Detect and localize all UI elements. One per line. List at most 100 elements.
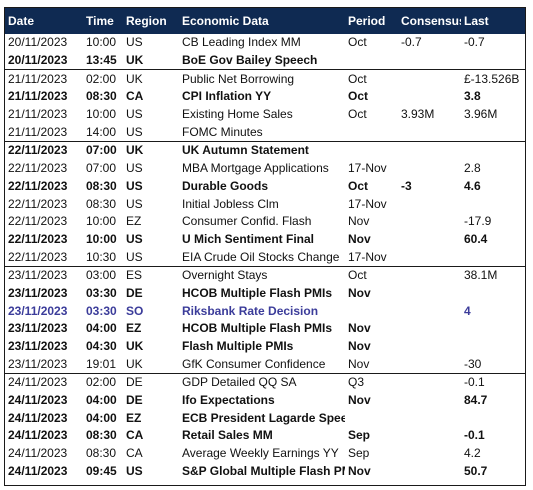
cell-time: 03:00 xyxy=(83,265,123,285)
table-row: 23/11/2023 19:01 UK GfK Consumer Confidence… xyxy=(5,355,525,373)
cell-last xyxy=(461,195,525,213)
cell-economic-data: GfK Consumer Confidence xyxy=(182,356,326,371)
table-row: 21/11/2023 08:30 CA CPI Inflation YY Oct 3.8 xyxy=(5,88,525,106)
cell-consensus xyxy=(398,427,461,445)
cell-time: 09:45 xyxy=(86,463,117,478)
cell-period: Oct xyxy=(348,35,367,50)
table-row: 24/11/2023 04:00 DE Ifo Expectations Nov 84.7 xyxy=(5,392,525,410)
cell-last: 38.1M xyxy=(461,265,525,285)
cell-date: 22/11/2023 xyxy=(8,249,68,264)
cell-region: UK xyxy=(123,141,179,160)
cell-region: DE xyxy=(126,285,143,300)
cell-period xyxy=(345,123,398,141)
table-row: 22/11/2023 08:30 US Durable Goods Oct -3 4.6 xyxy=(5,178,525,196)
cell-consensus xyxy=(398,69,461,89)
cell-region: US xyxy=(126,124,143,139)
table-row: 23/11/2023 04:00 EZ HCOB Multiple Flash PMI… xyxy=(5,320,525,338)
cell-last xyxy=(461,52,525,70)
cell-time: 02:00 xyxy=(83,69,123,89)
column-header-date: Date xyxy=(5,8,83,34)
cell-region: EZ xyxy=(126,214,142,229)
table-row: 20/11/2023 13:45 UK BoE Gov Bailey Speech xyxy=(5,52,525,70)
cell-time: 14:00 xyxy=(86,124,117,139)
cell-last: 2.8 xyxy=(464,161,481,176)
column-header-last: Last xyxy=(461,8,525,34)
cell-time: 02:00 xyxy=(83,373,123,392)
cell-date: 22/11/2023 xyxy=(8,178,68,193)
table-row: 24/11/2023 08:30 CA Average Weekly Earnings… xyxy=(5,445,525,463)
column-header-region: Region xyxy=(123,8,179,34)
cell-consensus xyxy=(398,248,461,266)
cell-economic-data: Retail Sales MM xyxy=(182,428,273,443)
cell-consensus: -3 xyxy=(401,178,412,193)
cell-last: 3.96M xyxy=(464,107,498,122)
cell-time: 19:01 xyxy=(86,356,117,371)
cell-date: 24/11/2023 xyxy=(5,373,83,392)
cell-economic-data: Initial Jobless Clm xyxy=(182,196,279,211)
column-header-consensus: Consensus xyxy=(398,8,461,34)
cell-consensus xyxy=(398,213,461,231)
table-row: 24/11/2023 02:00 DE GDP Detailed QQ SA Q3 -0.… xyxy=(5,373,525,392)
cell-economic-data: Riksbank Rate Decision xyxy=(182,303,319,318)
cell-economic-data: Consumer Confid. Flash xyxy=(182,214,312,229)
cell-consensus xyxy=(398,231,461,249)
cell-date: 21/11/2023 xyxy=(8,89,68,104)
cell-last: -0.1 xyxy=(464,428,485,443)
cell-date: 23/11/2023 xyxy=(8,285,68,300)
table-row: 20/11/2023 10:00 US CB Leading Index MM Oct -… xyxy=(5,34,525,52)
cell-region: ES xyxy=(123,265,179,285)
cell-period xyxy=(345,141,398,160)
cell-region: US xyxy=(126,231,143,246)
cell-time: 04:30 xyxy=(86,339,117,354)
cell-date: 22/11/2023 xyxy=(8,231,68,246)
cell-time: 08:30 xyxy=(86,428,117,443)
cell-date: 21/11/2023 xyxy=(5,69,83,89)
cell-date: 22/11/2023 xyxy=(8,214,68,229)
cell-consensus xyxy=(398,265,461,285)
cell-time: 08:30 xyxy=(86,196,117,211)
cell-economic-data: Existing Home Sales xyxy=(182,107,293,122)
cell-region: CA xyxy=(126,89,144,104)
cell-consensus xyxy=(398,141,461,160)
cell-last xyxy=(461,141,525,160)
cell-region: US xyxy=(126,161,143,176)
cell-last xyxy=(461,285,525,303)
cell-consensus: -0.7 xyxy=(401,35,422,50)
cell-consensus xyxy=(398,463,461,481)
cell-region: US xyxy=(126,249,143,264)
table-row: 22/11/2023 07:00 US MBA Mortgage Applicatio… xyxy=(5,160,525,178)
cell-date: 24/11/2023 xyxy=(8,410,68,425)
cell-time: 10:00 xyxy=(86,231,117,246)
cell-period: Nov xyxy=(348,321,371,336)
cell-period: Oct xyxy=(345,265,398,285)
cell-date: 24/11/2023 xyxy=(8,446,68,461)
cell-time: 10:00 xyxy=(86,214,117,229)
cell-economic-data: MBA Mortgage Applications xyxy=(182,161,329,176)
cell-period xyxy=(345,302,398,320)
cell-last: 60.4 xyxy=(464,231,488,246)
cell-period: Nov xyxy=(348,231,371,246)
cell-region: EZ xyxy=(126,410,142,425)
cell-economic-data: UK Autumn Statement xyxy=(179,141,345,160)
cell-period: Nov xyxy=(348,339,371,354)
cell-time: 04:00 xyxy=(86,321,117,336)
cell-period: Nov xyxy=(348,285,371,300)
cell-time: 07:00 xyxy=(83,141,123,160)
cell-consensus xyxy=(398,160,461,178)
cell-region: DE xyxy=(126,393,143,408)
cell-last: -30 xyxy=(464,356,482,371)
cell-economic-data: U Mich Sentiment Final xyxy=(182,231,315,246)
table-row: 22/11/2023 10:30 US EIA Crude Oil Stocks Ch… xyxy=(5,248,525,266)
cell-time: 10:30 xyxy=(86,249,117,264)
cell-consensus xyxy=(398,320,461,338)
column-header-economic-data: Economic Data xyxy=(179,8,345,34)
header-row: Date Time Region Economic Data Period Co… xyxy=(5,8,525,34)
cell-consensus xyxy=(398,445,461,463)
table-row: 23/11/2023 03:30 DE HCOB Multiple Flash PMI… xyxy=(5,285,525,303)
cell-time: 03:30 xyxy=(86,303,117,318)
cell-date: 22/11/2023 xyxy=(5,141,83,160)
cell-economic-data: HCOB Multiple Flash PMIs xyxy=(182,285,333,300)
cell-time: 07:00 xyxy=(86,161,117,176)
cell-last xyxy=(461,338,525,356)
cell-last: 3.8 xyxy=(464,89,481,104)
